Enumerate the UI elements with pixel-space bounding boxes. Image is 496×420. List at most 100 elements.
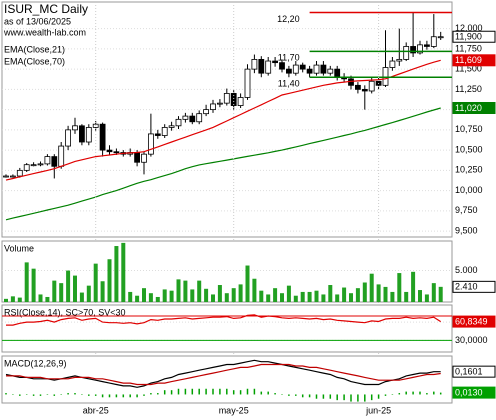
histogram-bar — [267, 391, 269, 395]
volume-bar — [438, 286, 443, 302]
candle-body — [168, 125, 175, 128]
candle-body — [279, 62, 285, 70]
volume-bar — [397, 273, 402, 302]
candle-body — [182, 115, 189, 120]
histogram-bar — [288, 394, 290, 396]
volume-bar — [321, 294, 326, 302]
histogram-bar — [384, 394, 387, 396]
y-tick-label: 12,000 — [455, 23, 483, 33]
volume-bar — [314, 290, 319, 302]
histogram-bar — [398, 393, 401, 395]
volume-bar — [38, 294, 43, 302]
indicator-line — [5, 359, 441, 388]
histogram-bar — [239, 390, 242, 395]
candle-body — [79, 125, 85, 143]
value-label-box — [452, 315, 496, 328]
panel-frame — [1, 304, 453, 353]
histogram-bar — [53, 394, 56, 396]
level-label: 12,20 — [277, 14, 300, 24]
volume-bar — [45, 296, 50, 302]
volume-bar — [4, 298, 8, 302]
candle-body — [382, 67, 389, 86]
histogram-bar — [357, 394, 359, 402]
candle-body — [272, 60, 279, 64]
candle-body — [196, 113, 203, 123]
candle-body — [16, 169, 23, 177]
volume-bar — [390, 291, 395, 302]
histogram-bar — [101, 394, 104, 398]
volume-bar — [217, 285, 222, 302]
value-label: 60,8349 — [455, 316, 488, 326]
candle-body — [189, 115, 196, 123]
histogram-bar — [81, 394, 83, 395]
histogram-bar — [94, 394, 97, 396]
histogram-bar — [74, 393, 76, 395]
volume-bar — [197, 280, 202, 302]
volume-bar — [93, 263, 98, 302]
candle-body — [37, 163, 44, 166]
volume-bar — [128, 291, 133, 302]
y-tick-label: 10,750 — [455, 124, 483, 134]
volume-bar — [231, 288, 236, 302]
value-label-box — [452, 365, 496, 378]
y-tick-label: 30,0000 — [455, 335, 488, 345]
histogram-bar — [184, 388, 187, 395]
panel-title: RSI(Close,14), SC>70, SV<30 — [4, 307, 126, 317]
value-label: 0,1601 — [455, 367, 483, 377]
candle-body — [113, 151, 120, 154]
volume-bar — [183, 280, 188, 302]
histogram-bar — [122, 394, 125, 398]
histogram-bar — [205, 388, 207, 395]
panel-title: MACD(12,26,9) — [4, 358, 67, 368]
histogram-bar — [198, 388, 200, 395]
y-tick-label: 11,750 — [455, 43, 482, 53]
candle-body — [106, 149, 113, 153]
histogram-bar — [177, 388, 180, 395]
volume-bar — [411, 271, 416, 302]
volume-bar — [148, 293, 153, 302]
candle-body — [389, 60, 396, 68]
candle-body — [299, 64, 306, 70]
volume-bar — [100, 281, 105, 302]
x-tick-label: jun-25 — [365, 405, 391, 415]
histogram-bar — [391, 394, 394, 395]
candle-body — [306, 68, 313, 74]
y-tick-label: 9,750 — [455, 205, 478, 215]
value-label: 11,609 — [455, 55, 482, 65]
volume-bar — [328, 285, 333, 302]
candle-body — [244, 68, 251, 98]
volume-bar — [418, 290, 422, 302]
histogram-bar — [419, 391, 421, 395]
histogram-bar — [232, 390, 235, 395]
candle-body — [230, 93, 237, 106]
panel-title: Volume — [4, 243, 34, 253]
histogram-bar — [5, 393, 7, 395]
candle-body — [23, 164, 30, 171]
candle-body — [265, 60, 272, 74]
candle-body — [320, 64, 327, 74]
histogram-bar — [260, 391, 263, 395]
candle-body — [403, 46, 410, 60]
candle-body — [99, 123, 106, 151]
volume-bar — [52, 280, 57, 302]
volume-bar — [73, 275, 77, 302]
value-label-box — [452, 30, 496, 43]
candle-body — [65, 129, 71, 147]
volume-bar — [238, 284, 243, 302]
ema-line — [5, 59, 441, 181]
value-label: 2.410 — [455, 282, 478, 292]
candle-body — [437, 36, 444, 39]
histogram-bar — [281, 394, 283, 395]
volume-bar — [190, 289, 195, 302]
value-label: 11,900 — [455, 32, 482, 42]
histogram-bar — [67, 393, 69, 395]
value-label-box — [452, 386, 496, 399]
volume-bar — [211, 294, 215, 302]
volume-bar — [376, 284, 381, 302]
histogram-bar — [88, 394, 90, 396]
candle-body — [85, 127, 92, 143]
histogram-bar — [191, 388, 194, 395]
volume-bar — [121, 242, 126, 302]
candle-body — [361, 88, 368, 92]
candle-body — [417, 44, 423, 54]
